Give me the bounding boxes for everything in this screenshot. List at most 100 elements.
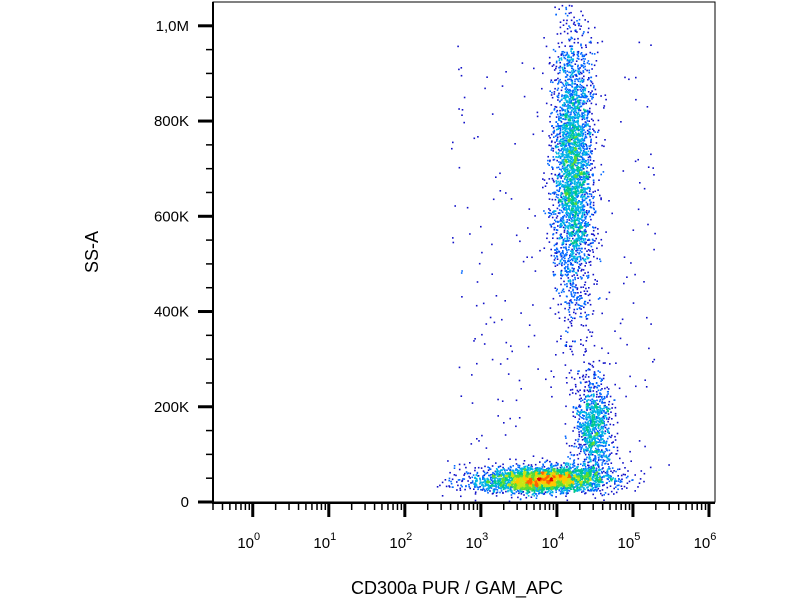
data-point <box>574 176 577 179</box>
data-point <box>601 347 603 350</box>
data-point <box>566 63 568 65</box>
data-point <box>594 166 596 169</box>
data-point <box>582 427 585 430</box>
data-point <box>588 128 591 131</box>
data-point <box>571 200 573 203</box>
data-point <box>601 456 603 458</box>
data-point <box>577 64 579 67</box>
data-point <box>585 446 587 448</box>
data-point <box>560 283 562 286</box>
data-point <box>572 115 574 118</box>
data-point <box>579 101 581 104</box>
data-point <box>557 77 559 80</box>
data-point <box>577 229 579 231</box>
data-point <box>572 97 575 100</box>
data-point <box>572 74 574 77</box>
data-point <box>588 147 591 150</box>
data-point <box>559 212 561 215</box>
data-point <box>576 51 579 53</box>
data-point <box>560 219 563 222</box>
data-point <box>596 409 598 411</box>
data-point <box>586 456 588 459</box>
data-point <box>576 162 579 164</box>
data-point <box>570 58 573 60</box>
data-point <box>559 106 562 109</box>
data-point <box>585 230 587 233</box>
data-point <box>591 469 594 472</box>
data-point <box>568 137 571 139</box>
data-point <box>559 156 562 159</box>
data-point <box>566 230 569 232</box>
data-point <box>581 158 584 161</box>
data-point <box>589 437 591 439</box>
data-point <box>573 215 575 217</box>
data-point <box>595 458 597 460</box>
data-point <box>594 437 597 439</box>
data-point <box>578 267 581 269</box>
data-point <box>565 101 568 104</box>
data-point <box>591 90 593 92</box>
data-point <box>567 279 570 282</box>
data-point <box>589 438 591 441</box>
data-point <box>596 434 599 436</box>
data-point <box>587 225 589 227</box>
data-point <box>592 383 594 385</box>
data-point <box>590 482 592 484</box>
data-point <box>560 291 563 294</box>
data-point <box>562 147 564 149</box>
data-point <box>559 194 562 197</box>
data-point <box>589 415 591 418</box>
data-point <box>569 223 571 225</box>
data-point <box>556 215 559 217</box>
data-point <box>581 54 584 56</box>
data-point <box>566 209 568 211</box>
data-point <box>566 95 569 98</box>
data-point <box>566 82 569 84</box>
data-point <box>559 127 562 130</box>
data-point <box>559 181 562 183</box>
data-point <box>556 152 558 155</box>
data-point <box>589 428 591 430</box>
data-point <box>566 203 569 205</box>
data-point <box>555 217 558 219</box>
data-point <box>590 446 593 448</box>
data-point <box>606 449 608 451</box>
data-point <box>575 186 577 188</box>
data-point <box>569 122 571 125</box>
data-point <box>587 221 589 224</box>
data-point <box>592 242 594 244</box>
data-point <box>560 255 563 258</box>
data-point <box>607 393 609 395</box>
data-point <box>582 55 585 57</box>
data-point <box>558 317 561 319</box>
data-point <box>571 98 574 101</box>
data-point <box>571 445 573 447</box>
data-point <box>579 71 582 74</box>
data-point <box>581 212 584 215</box>
data-point <box>590 150 592 152</box>
data-point <box>554 287 557 289</box>
data-point <box>562 195 565 198</box>
data-point <box>567 103 569 106</box>
data-point <box>564 147 566 149</box>
data-point <box>599 413 601 415</box>
data-point <box>565 86 567 89</box>
data-point <box>531 477 534 480</box>
data-point <box>597 414 599 416</box>
data-point <box>605 98 607 101</box>
data-point <box>587 376 590 378</box>
data-point <box>627 470 629 472</box>
data-point <box>550 248 552 251</box>
data-point <box>548 144 550 147</box>
data-point <box>566 108 569 111</box>
data-point <box>589 242 592 245</box>
data-point <box>600 383 603 385</box>
data-point <box>570 174 572 176</box>
data-point <box>580 262 583 265</box>
data-point <box>576 297 578 300</box>
data-point <box>571 109 573 112</box>
data-point <box>583 177 585 179</box>
data-point <box>565 149 567 152</box>
data-point <box>594 443 597 446</box>
data-point <box>587 404 589 407</box>
